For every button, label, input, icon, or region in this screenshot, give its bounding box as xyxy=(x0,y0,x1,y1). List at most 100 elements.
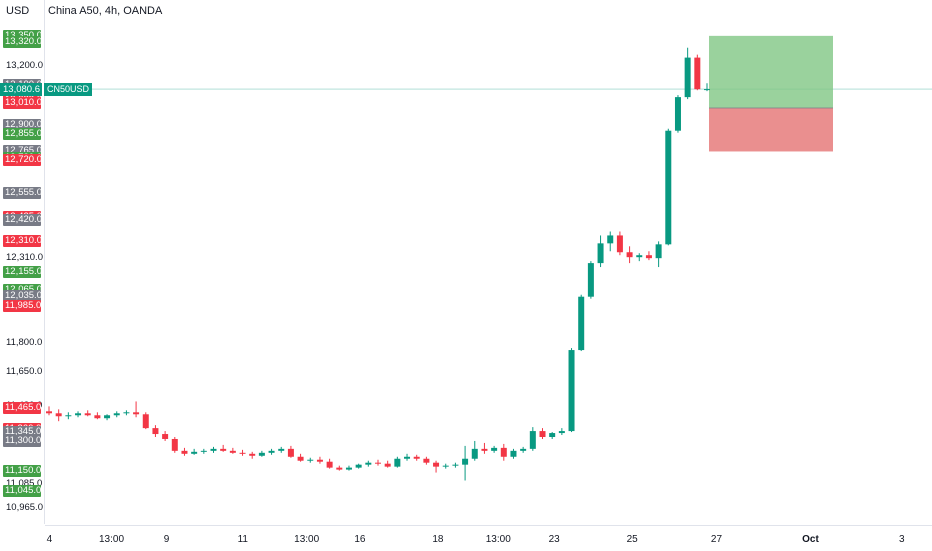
candle-body xyxy=(558,431,565,434)
candle[interactable] xyxy=(510,448,517,459)
candle[interactable] xyxy=(413,454,420,461)
candle-body xyxy=(384,463,391,467)
candle[interactable] xyxy=(171,437,178,453)
candle[interactable] xyxy=(394,456,401,468)
candle[interactable] xyxy=(423,456,430,465)
candle[interactable] xyxy=(442,463,449,469)
candle[interactable] xyxy=(616,231,623,256)
candle[interactable] xyxy=(665,128,672,246)
candle[interactable] xyxy=(162,431,169,441)
candle[interactable] xyxy=(94,412,101,420)
candle[interactable] xyxy=(113,411,120,418)
candle[interactable] xyxy=(655,241,662,268)
candle[interactable] xyxy=(142,412,149,430)
candle[interactable] xyxy=(433,460,440,473)
candle[interactable] xyxy=(268,448,275,455)
candle[interactable] xyxy=(278,446,285,453)
candle[interactable] xyxy=(500,443,507,461)
candle[interactable] xyxy=(674,95,681,133)
candle[interactable] xyxy=(326,458,333,469)
candle-body xyxy=(674,97,681,131)
candle[interactable] xyxy=(694,54,701,91)
price-axis[interactable]: 13,200.012,310.011,800.011,650.011,480.0… xyxy=(0,0,45,524)
candle[interactable] xyxy=(181,447,188,456)
candle-body xyxy=(210,448,217,451)
candle[interactable] xyxy=(626,246,633,264)
candle[interactable] xyxy=(471,440,478,461)
candle[interactable] xyxy=(345,465,352,471)
candle-body xyxy=(307,459,314,461)
candle[interactable] xyxy=(84,410,91,417)
candle[interactable] xyxy=(316,456,323,464)
candle-body xyxy=(123,412,130,414)
candle[interactable] xyxy=(104,414,111,421)
candle[interactable] xyxy=(481,442,488,454)
candle[interactable] xyxy=(258,450,265,457)
candle[interactable] xyxy=(587,261,594,299)
candle[interactable] xyxy=(375,459,381,466)
candle[interactable] xyxy=(133,401,140,418)
candle[interactable] xyxy=(249,451,256,459)
candle[interactable] xyxy=(597,235,604,268)
candle-body xyxy=(404,456,411,459)
candle[interactable] xyxy=(65,412,72,420)
candle[interactable] xyxy=(558,428,565,436)
candle[interactable] xyxy=(365,460,372,467)
candle[interactable] xyxy=(355,463,362,469)
candle[interactable] xyxy=(645,251,652,261)
candle[interactable] xyxy=(123,410,130,416)
candle[interactable] xyxy=(607,231,614,252)
candle-body xyxy=(55,413,62,417)
candle[interactable] xyxy=(520,446,527,453)
candle-body xyxy=(375,462,381,464)
candle[interactable] xyxy=(46,406,52,416)
candle-body xyxy=(249,453,256,456)
candle[interactable] xyxy=(307,457,314,463)
candle-body xyxy=(355,464,362,468)
candle-body xyxy=(462,458,469,465)
symbol-title[interactable]: China A50, 4h, OANDA xyxy=(48,5,163,17)
time-label: 11 xyxy=(237,534,248,545)
candle-body xyxy=(665,130,672,245)
price-tick-label: 10,965.0 xyxy=(6,501,43,513)
price-tag: 11,045.0 xyxy=(3,485,42,498)
candle[interactable] xyxy=(297,453,304,462)
candle[interactable] xyxy=(684,47,691,100)
price-tag: 12,420.0 xyxy=(3,213,42,226)
candle[interactable] xyxy=(491,445,498,453)
loss-zone[interactable] xyxy=(709,107,833,152)
candle-body xyxy=(239,452,246,454)
candle[interactable] xyxy=(287,445,294,458)
candle[interactable] xyxy=(75,411,82,418)
candle[interactable] xyxy=(191,448,198,455)
candle[interactable] xyxy=(704,83,710,92)
candle[interactable] xyxy=(529,427,536,451)
candle[interactable] xyxy=(384,460,391,468)
candle[interactable] xyxy=(200,448,207,454)
candle[interactable] xyxy=(568,348,575,433)
candle-body xyxy=(336,467,343,470)
candle[interactable] xyxy=(539,428,546,439)
price-tag: 11,300.0 xyxy=(3,434,42,447)
candle-body xyxy=(694,57,701,90)
candle[interactable] xyxy=(636,253,643,262)
candle-body xyxy=(142,414,149,429)
candle[interactable] xyxy=(549,432,556,439)
candle[interactable] xyxy=(336,465,343,471)
candle-body xyxy=(113,413,120,416)
candle-body xyxy=(655,244,662,259)
candle[interactable] xyxy=(229,447,236,454)
candle[interactable] xyxy=(452,462,459,468)
chart-canvas[interactable] xyxy=(45,0,932,524)
time-axis[interactable]: 4 13:00 9 11 13:00 16 18 13:00 23 25 27 Oct 3 xyxy=(45,525,932,551)
price-tag: 11,465.0 xyxy=(3,402,42,415)
candle[interactable] xyxy=(210,446,217,453)
candle[interactable] xyxy=(152,425,159,438)
candle[interactable] xyxy=(462,445,469,481)
candle[interactable] xyxy=(239,449,246,456)
candle[interactable] xyxy=(220,444,227,452)
candle[interactable] xyxy=(578,294,585,352)
candle[interactable] xyxy=(55,409,62,422)
profit-zone[interactable] xyxy=(709,35,833,108)
candle[interactable] xyxy=(404,453,411,461)
